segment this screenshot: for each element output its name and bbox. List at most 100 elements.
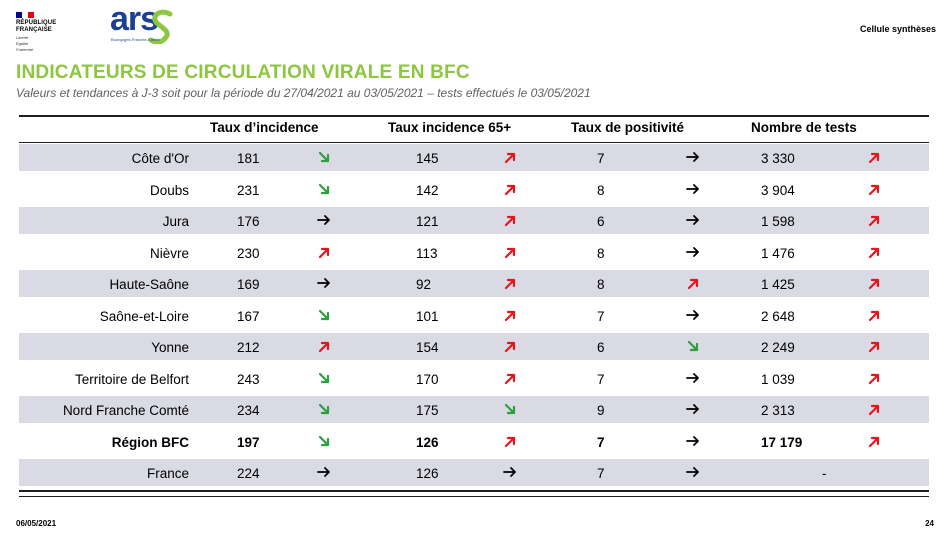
table-header-rule [19,142,929,143]
positivity-trend-right-arrow-icon [686,435,699,446]
col-header-tests: Nombre de tests [751,120,857,135]
incidence-65-value: 101 [416,308,439,324]
page-subtitle: Valeurs et tendances à J-3 soit pour la … [16,86,591,100]
row-name: Nord Franche Comté [62,403,189,418]
incidence-value: 224 [237,466,260,481]
positivity-value: 7 [597,466,605,481]
row-name: Nièvre [149,245,189,261]
tests-value: 17 179 [761,434,803,450]
col-header-incidence-65: Taux incidence 65+ [388,120,512,135]
tests-value: 1 425 [761,277,795,292]
row-name: Côte d'Or [131,151,189,166]
rf-line-2: FRANÇAISE [16,27,52,33]
row-separator [19,486,929,487]
rf-motto-2: Égalité [16,41,29,46]
incidence-trend-down-arrow-icon [318,183,330,194]
republique-francaise-logo: RÉPUBLIQUE FRANÇAISE Liberté Égalité Fra… [16,12,76,52]
tests-value: 2 648 [761,308,795,324]
row-separator [19,454,929,456]
positivity-value: 8 [597,245,605,261]
row-name: Territoire de Belfort [74,371,189,387]
table-top-rule [19,115,929,117]
positivity-value: 8 [597,182,605,198]
incidence-65-trend-up-arrow-icon [504,247,516,258]
rf-motto-3: Fraternité [16,47,34,52]
incidence-value: 181 [237,151,260,166]
row-name: Doubs [149,182,189,198]
ars-swoosh-icon [148,9,173,44]
tests-value: 1 039 [761,371,795,387]
tests-trend-up-arrow-icon [868,152,880,164]
row-separator [19,423,929,424]
incidence-65-trend-down-arrow-icon [504,403,516,415]
tests-trend-up-arrow-icon [868,278,880,290]
positivity-value: 9 [597,403,605,418]
incidence-value: 197 [237,434,260,450]
table-row: France 224 126 7 - [19,459,929,487]
tests-value: 3 330 [761,151,795,166]
ars-logo-text: ars [110,0,159,38]
positivity-trend-right-arrow-icon [686,372,699,383]
incidence-65-trend-up-arrow-icon [504,278,516,290]
incidence-value: 243 [237,371,260,387]
french-flag-icon [16,12,34,18]
incidence-trend-up-arrow-icon [318,341,330,353]
incidence-value: 169 [237,277,260,292]
table-row: Côte d'Or 181 145 7 3 330 [19,144,929,172]
row-name: France [146,466,189,481]
incidence-65-trend-right-arrow-icon [503,467,516,477]
positivity-value: 7 [597,371,605,387]
table-row: Haute-Saône 169 92 8 1 425 [19,270,929,298]
footer-date: 06/05/2021 [16,519,57,528]
positivity-trend-right-arrow-icon [686,404,699,414]
row-name: Yonne [151,340,189,355]
positivity-trend-right-arrow-icon [686,152,699,162]
table-row: Région BFC 197 126 7 17 179 [19,428,929,456]
row-separator [19,171,929,172]
incidence-65-value: 154 [416,340,439,355]
row-name: Région BFC [111,434,189,450]
tests-trend-up-arrow-icon [868,404,880,416]
incidence-65-trend-up-arrow-icon [504,310,516,321]
incidence-65-value: 92 [416,277,432,292]
tests-trend-up-arrow-icon [868,373,880,384]
tests-value: 3 904 [761,182,795,198]
incidence-65-value: 175 [416,403,439,418]
incidence-65-trend-up-arrow-icon [504,341,516,353]
table-row: Nièvre 230 113 8 1 476 [19,239,929,267]
cellule-label: Cellule synthèses [859,24,936,34]
rf-line-1: RÉPUBLIQUE [16,20,57,26]
incidence-trend-down-arrow-icon [318,151,330,163]
incidence-trend-down-arrow-icon [318,403,330,415]
row-separator [19,265,929,267]
positivity-value: 6 [597,340,605,355]
incidence-value: 212 [237,340,260,355]
rf-motto-1: Liberté [16,35,29,40]
positivity-trend-right-arrow-icon [686,246,699,257]
positivity-trend-right-arrow-icon [686,309,699,320]
row-separator [19,328,929,330]
table-row: Jura 176 121 6 1 598 [19,207,929,235]
incidence-65-trend-up-arrow-icon [504,436,516,447]
incidence-65-trend-up-arrow-icon [504,184,516,195]
tests-trend-up-arrow-icon [868,341,880,353]
row-separator [19,202,929,204]
incidence-trend-down-arrow-icon [318,309,330,320]
ars-logo: ars Bourgogne-Franche-Comté [110,0,180,46]
incidence-65-value: 170 [416,371,439,387]
tests-value: - [822,466,827,481]
row-name: Saône-et-Loire [99,308,189,324]
incidence-value: 167 [237,308,260,324]
incidence-65-value: 121 [416,214,439,229]
ars-region-label: Bourgogne-Franche-Comté [111,37,160,42]
incidence-trend-right-arrow-icon [317,467,330,477]
incidence-trend-down-arrow-icon [318,372,330,383]
positivity-value: 7 [597,434,605,450]
tests-trend-up-arrow-icon [868,215,880,227]
positivity-value: 8 [597,277,605,292]
positivity-value: 6 [597,214,605,229]
table-row: Nord Franche Comté 234 175 9 2 313 [19,396,929,424]
positivity-trend-right-arrow-icon [686,183,699,194]
incidence-65-value: 126 [416,434,439,450]
col-header-positivity: Taux de positivité [571,120,685,135]
